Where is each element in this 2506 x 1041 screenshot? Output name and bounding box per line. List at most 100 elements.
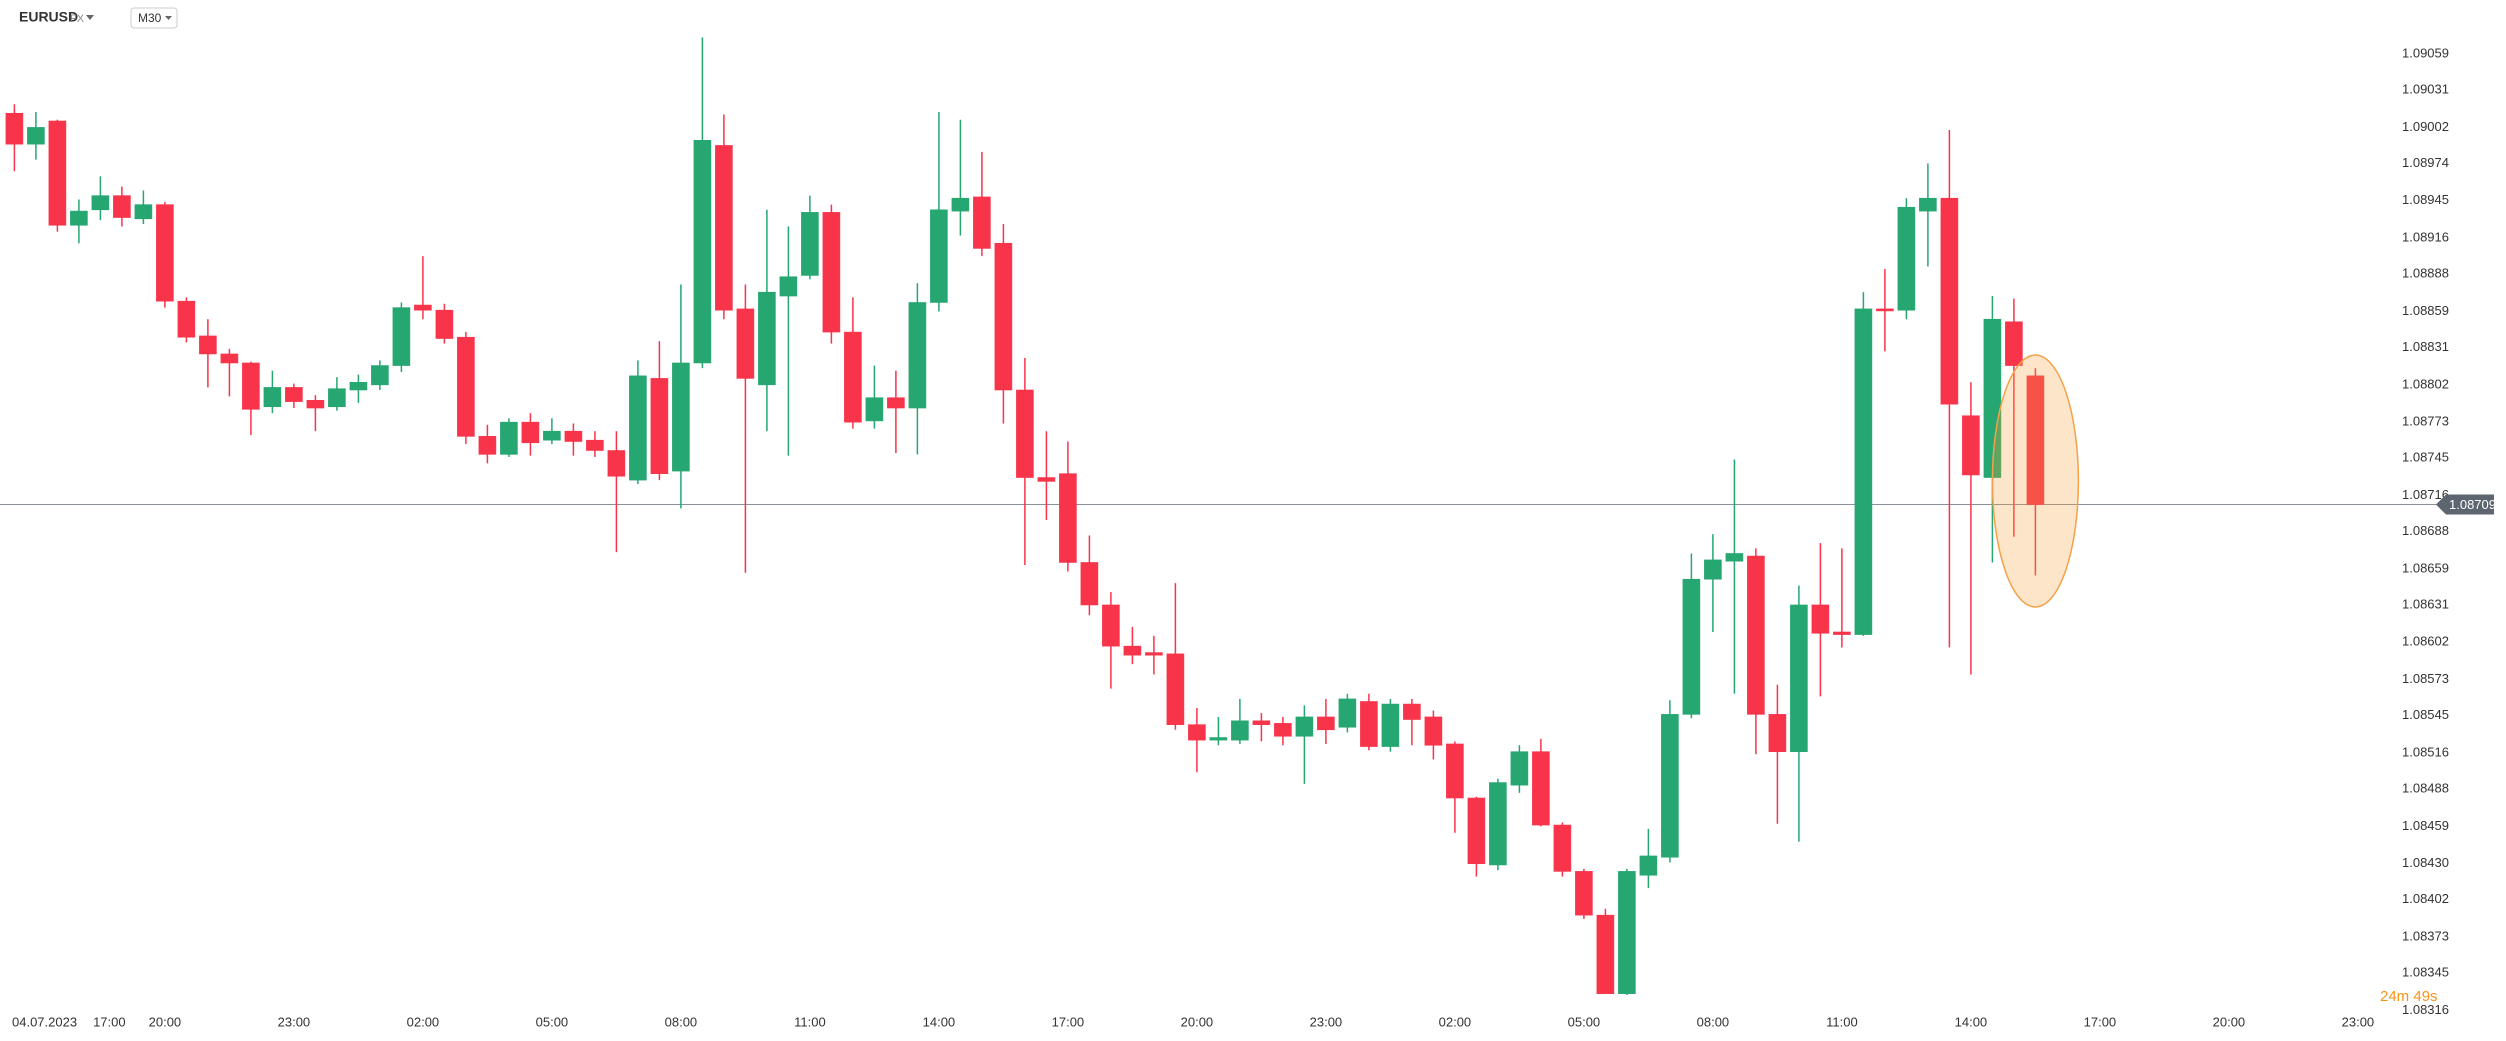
y-tick-label: 1.08831 — [2402, 339, 2449, 354]
candle-body — [2005, 321, 2023, 366]
candle-body — [27, 127, 45, 145]
x-tick-label: 11:00 — [794, 1014, 826, 1029]
candle-body — [1704, 559, 1722, 580]
candle-body — [1510, 751, 1529, 786]
highlight-ellipse — [1991, 354, 2080, 608]
candle-body — [414, 304, 432, 311]
candle-body — [1790, 604, 1808, 752]
candle-body — [2026, 375, 2045, 505]
candle-body — [1295, 716, 1314, 737]
y-tick-label: 1.08773 — [2402, 414, 2449, 429]
candle-body — [306, 400, 325, 409]
candle-body — [822, 212, 841, 333]
candle-body — [1489, 782, 1507, 866]
y-tick-label: 1.09059 — [2402, 45, 2449, 60]
candle-body — [349, 381, 368, 391]
candle-body — [1145, 652, 1163, 656]
candle-body — [1467, 797, 1486, 864]
x-tick-label: 05:00 — [536, 1014, 569, 1029]
y-tick-label: 1.08316 — [2402, 1002, 2449, 1017]
x-tick-label: 08:00 — [665, 1014, 698, 1029]
candle-body — [844, 331, 862, 423]
y-tick-label: 1.08631 — [2402, 596, 2449, 611]
candle-body — [1747, 555, 1765, 715]
candle-body — [177, 300, 196, 338]
candle-body — [1919, 197, 1937, 212]
interval-button[interactable] — [130, 7, 178, 29]
candle-body — [736, 308, 755, 379]
y-tick-label: 1.08345 — [2402, 965, 2449, 980]
candle-body — [543, 430, 561, 441]
candle-body — [392, 307, 411, 366]
y-tick-label: 1.08488 — [2402, 780, 2449, 795]
y-tick-label: 1.08659 — [2402, 560, 2449, 575]
interval[interactable]: M30 — [138, 11, 162, 25]
candle-body — [758, 291, 776, 386]
candle-body — [672, 362, 690, 472]
x-tick-label: 17:00 — [1052, 1014, 1085, 1029]
y-tick-label: 1.08545 — [2402, 707, 2449, 722]
candle-body — [586, 439, 604, 451]
x-tick-label: 20:00 — [149, 1014, 182, 1029]
symbol[interactable]: EURUSD — [19, 9, 78, 25]
candle-body — [607, 450, 626, 477]
candle-body — [1317, 716, 1335, 731]
y-tick-label: 1.08916 — [2402, 230, 2449, 245]
candle-body — [1532, 751, 1550, 826]
candle-body — [263, 387, 282, 408]
x-tick-label: 14:00 — [1955, 1014, 1988, 1029]
candle-body — [1231, 720, 1249, 741]
y-tick-label: 1.09031 — [2402, 82, 2449, 97]
candle-body — [521, 421, 540, 444]
x-tick-label: 02:00 — [407, 1014, 440, 1029]
candle-body — [1360, 701, 1378, 747]
candle-body — [1618, 871, 1636, 994]
candle-body — [1102, 604, 1120, 647]
candle-body — [156, 204, 174, 302]
y-tick-label: 1.08716 — [2402, 487, 2449, 502]
y-tick-label: 1.08402 — [2402, 891, 2449, 906]
symbol-dropdown[interactable] — [86, 15, 94, 20]
candle-body — [908, 302, 927, 409]
x-tick-label: 05:00 — [1568, 1014, 1601, 1029]
candle-body — [435, 309, 454, 339]
candle-body — [994, 242, 1013, 391]
y-tick-label: 1.08573 — [2402, 671, 2449, 686]
candle-body — [457, 336, 475, 437]
candle-body — [1166, 653, 1185, 725]
x-tick-label: 23:00 — [278, 1014, 311, 1029]
candle-body — [328, 388, 346, 408]
current-price-label: 1.08709 — [2449, 497, 2496, 512]
candle-body — [1553, 824, 1572, 872]
candle-body — [1381, 703, 1400, 747]
candle-body — [478, 436, 497, 455]
candle-body — [1768, 714, 1787, 752]
candle-body — [113, 195, 131, 218]
candle-body — [1575, 871, 1593, 916]
candle-body — [285, 387, 303, 402]
y-tick-label: 1.08945 — [2402, 192, 2449, 207]
candle-body — [865, 397, 884, 422]
candle-body — [887, 397, 905, 409]
candle-body — [1424, 716, 1443, 746]
candle-body — [1854, 308, 1873, 635]
y-tick-label: 1.08974 — [2402, 155, 2449, 170]
candle-body — [1209, 737, 1228, 741]
candle-body — [1403, 703, 1421, 720]
x-tick-label: 11:00 — [1826, 1014, 1858, 1029]
candle-body — [693, 139, 712, 364]
x-tick-label: 02:00 — [1439, 1014, 1472, 1029]
candle-body — [91, 195, 110, 211]
candle-body — [500, 421, 518, 455]
candle-body — [1338, 698, 1357, 728]
candle-body — [1682, 578, 1701, 715]
y-tick-label: 1.08859 — [2402, 303, 2449, 318]
y-tick-label: 1.08602 — [2402, 634, 2449, 649]
candle-body — [48, 120, 67, 226]
x-tick-label: 20:00 — [2213, 1014, 2246, 1029]
candle-body — [1037, 477, 1056, 482]
candle-body — [1446, 743, 1464, 799]
x-tick-label: 20:00 — [1181, 1014, 1214, 1029]
interval-dropdown — [165, 16, 172, 20]
